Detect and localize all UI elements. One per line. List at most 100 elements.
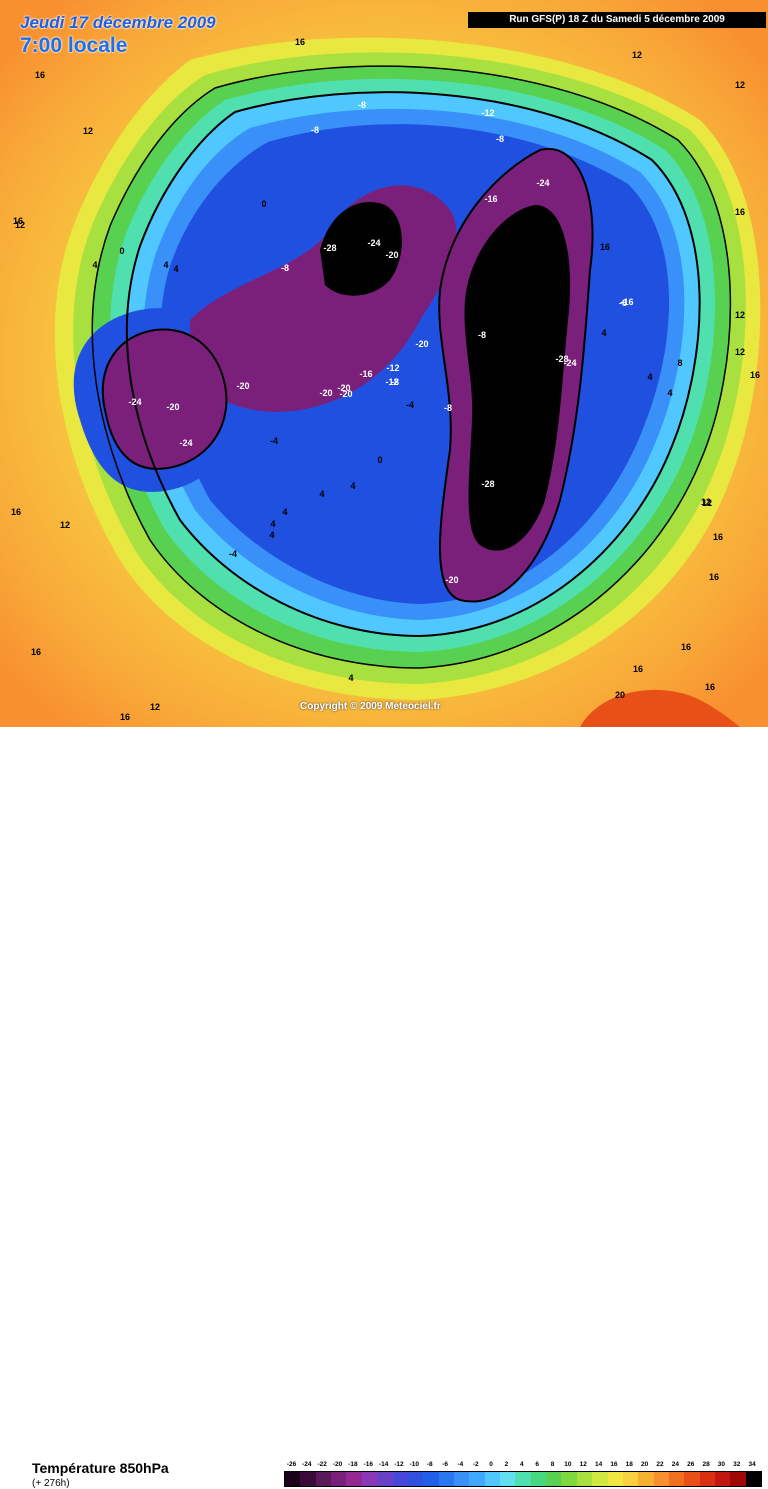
isotherm-value: -4: [406, 400, 414, 410]
isotherm-value: 16: [13, 216, 23, 226]
isotherm-value: 16: [35, 70, 45, 80]
legend-swatch: [699, 1472, 716, 1486]
isotherm-value: -20: [236, 381, 249, 391]
legend-swatch: [668, 1472, 685, 1486]
isotherm-value: -12: [481, 108, 494, 118]
color-legend: [284, 1471, 762, 1487]
isotherm-value: -28: [323, 243, 336, 253]
isotherm-value: 4: [173, 264, 178, 274]
legend-swatch: [561, 1472, 577, 1486]
isotherm-value: 16: [750, 370, 760, 380]
warm-spot: [580, 689, 740, 727]
isotherm-value: -20: [445, 575, 458, 585]
isotherm-value: 4: [269, 530, 274, 540]
isotherm-value: 12: [735, 347, 745, 357]
isotherm-value: 8: [677, 358, 682, 368]
legend-swatch: [331, 1472, 347, 1486]
isotherm-value: -8: [478, 330, 486, 340]
isotherm-value: 12: [735, 310, 745, 320]
isotherm-value: 12: [701, 497, 711, 507]
isotherm-value: -4: [229, 549, 237, 559]
legend-swatch: [285, 1472, 301, 1486]
isotherm-value: 16: [295, 37, 305, 47]
contour-minus20-west: [101, 328, 228, 470]
isotherm-value: 12: [15, 220, 25, 230]
temperature-field: 1612121616161216121612121612161612162016…: [0, 0, 768, 727]
contour-0: [125, 91, 701, 638]
contour-minus20: [438, 147, 594, 603]
isotherm-value: 4: [601, 328, 606, 338]
isotherm-value: -8: [444, 403, 452, 413]
isotherm-value: -20: [339, 389, 352, 399]
legend-swatch: [300, 1472, 316, 1486]
isotherm-value: -24: [179, 438, 192, 448]
forecast-date: Jeudi 17 décembre 2009: [20, 13, 216, 32]
isotherm-value: 4: [92, 260, 97, 270]
legend-swatch: [346, 1472, 362, 1486]
footer: Température 850hPa (+ 276h) -26 -24 -22 -20…: [0, 727, 768, 1489]
isotherm-value: -20: [385, 250, 398, 260]
cold-core-siberia: [464, 205, 571, 551]
isotherm-value: 4: [350, 481, 355, 491]
isotherm-value: 0: [261, 199, 266, 209]
legend-swatch: [730, 1472, 746, 1486]
isotherm-value: -24: [128, 397, 141, 407]
legend-swatch: [592, 1472, 608, 1486]
isotherm-value: 12: [702, 498, 712, 508]
isotherm-value: -24: [536, 178, 549, 188]
forecast-lead: (+ 276h): [32, 1478, 70, 1489]
legend-swatch: [423, 1472, 439, 1486]
isotherm-value: 12: [632, 50, 642, 60]
legend-swatch: [453, 1472, 470, 1486]
isotherm-value: 12: [735, 80, 745, 90]
forecast-time: 7:00 locale: [20, 34, 128, 57]
map-title: Température 850hPa: [32, 1460, 169, 1476]
legend-swatch: [407, 1472, 424, 1486]
isotherm-value: 12: [150, 702, 160, 712]
isotherm-value: -12: [385, 377, 398, 387]
legend-swatch: [469, 1472, 485, 1486]
isotherm-value: 4: [319, 489, 324, 499]
legend-swatch: [622, 1472, 639, 1486]
isotherm-value: 16: [600, 242, 610, 252]
isotherm-value: -16: [484, 194, 497, 204]
isotherm-value: -28: [481, 479, 494, 489]
legend-swatch: [377, 1472, 393, 1486]
legend-swatch: [500, 1472, 516, 1486]
isotherm-value: 4: [270, 519, 275, 529]
isotherm-value: 12: [60, 520, 70, 530]
legend-swatch: [484, 1472, 501, 1486]
isotherm-value: 16: [633, 664, 643, 674]
legend-swatch: [684, 1472, 700, 1486]
isotherm-value: -16: [620, 297, 633, 307]
contour-4: [91, 65, 732, 669]
cold-core-north: [320, 202, 402, 296]
isotherm-value: 16: [705, 682, 715, 692]
isotherm-value: -8: [496, 134, 504, 144]
legend-swatch: [530, 1472, 547, 1486]
isotherm-value: 4: [647, 372, 652, 382]
isotherm-value: -16: [359, 369, 372, 379]
isotherm-value: -20: [415, 339, 428, 349]
isotherm-value: 0: [377, 455, 382, 465]
isotherm-value: -8: [311, 125, 319, 135]
isotherm-value: -20: [166, 402, 179, 412]
isotherm-value: 16: [713, 532, 723, 542]
isotherm-value: -24: [367, 238, 380, 248]
isotherm-value: 4: [667, 388, 672, 398]
isotherm-value: 0: [119, 246, 124, 256]
legend-swatch: [715, 1472, 731, 1486]
temperature-map: 16 12 12 16 16 16 12 16 12 16 12 12 16 12 16 16 12 16 20 16…: [0, 0, 768, 727]
legend-swatch: [515, 1472, 531, 1486]
isotherm-value: 16: [709, 572, 719, 582]
run-info: Run GFS(P) 18 Z du Samedi 5 décembre 200…: [468, 12, 766, 28]
legend-swatch: [392, 1472, 408, 1486]
legend-swatch: [438, 1472, 454, 1486]
legend-label: 34: [748, 1461, 756, 1468]
legend-swatch: [315, 1472, 332, 1486]
legend-swatch: [576, 1472, 593, 1486]
legend-swatch: [546, 1472, 562, 1486]
isotherm-value: -24: [563, 358, 576, 368]
isotherm-value: 20: [615, 690, 625, 700]
isotherm-value: -8: [358, 100, 366, 110]
